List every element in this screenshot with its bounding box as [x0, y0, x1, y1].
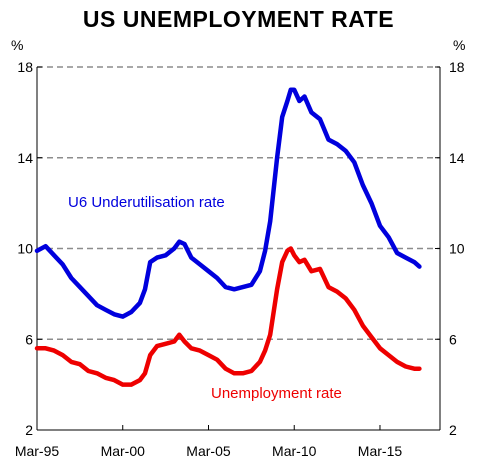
series-line-unemployment — [34, 246, 422, 387]
y-tick-label-right-6: 6 — [449, 331, 457, 347]
left-unit-label: % — [11, 37, 23, 53]
right-unit-label: % — [453, 37, 465, 53]
series-label-unemployment: Unemployment rate — [211, 385, 342, 402]
labels: % % U6 Underutilisation rate Unemploymen… — [11, 37, 465, 402]
y-tick-label-right-14: 14 — [449, 150, 465, 166]
x-tick-label-4: Mar-15 — [358, 443, 403, 459]
series-line-u6 — [34, 87, 422, 319]
series-label-u6: U6 Underutilisation rate — [68, 194, 225, 211]
y-tick-label-right-2: 2 — [449, 422, 457, 438]
y-tick-label-left-18: 18 — [17, 59, 33, 75]
y-tick-label-left-6: 6 — [25, 331, 33, 347]
y-tick-label-right-10: 10 — [449, 241, 465, 257]
y-tick-label-left-10: 10 — [17, 241, 33, 257]
x-tick-label-0: Mar-95 — [15, 443, 60, 459]
x-tick-label-2: Mar-05 — [186, 443, 231, 459]
y-tick-label-left-2: 2 — [25, 422, 33, 438]
chart-title: US UNEMPLOYMENT RATE — [82, 6, 395, 32]
x-tick-label-1: Mar-00 — [101, 443, 146, 459]
x-tick-label-3: Mar-10 — [272, 443, 317, 459]
y-tick-label-right-18: 18 — [449, 59, 465, 75]
y-tick-label-left-14: 14 — [17, 150, 33, 166]
series-layer — [34, 87, 422, 387]
